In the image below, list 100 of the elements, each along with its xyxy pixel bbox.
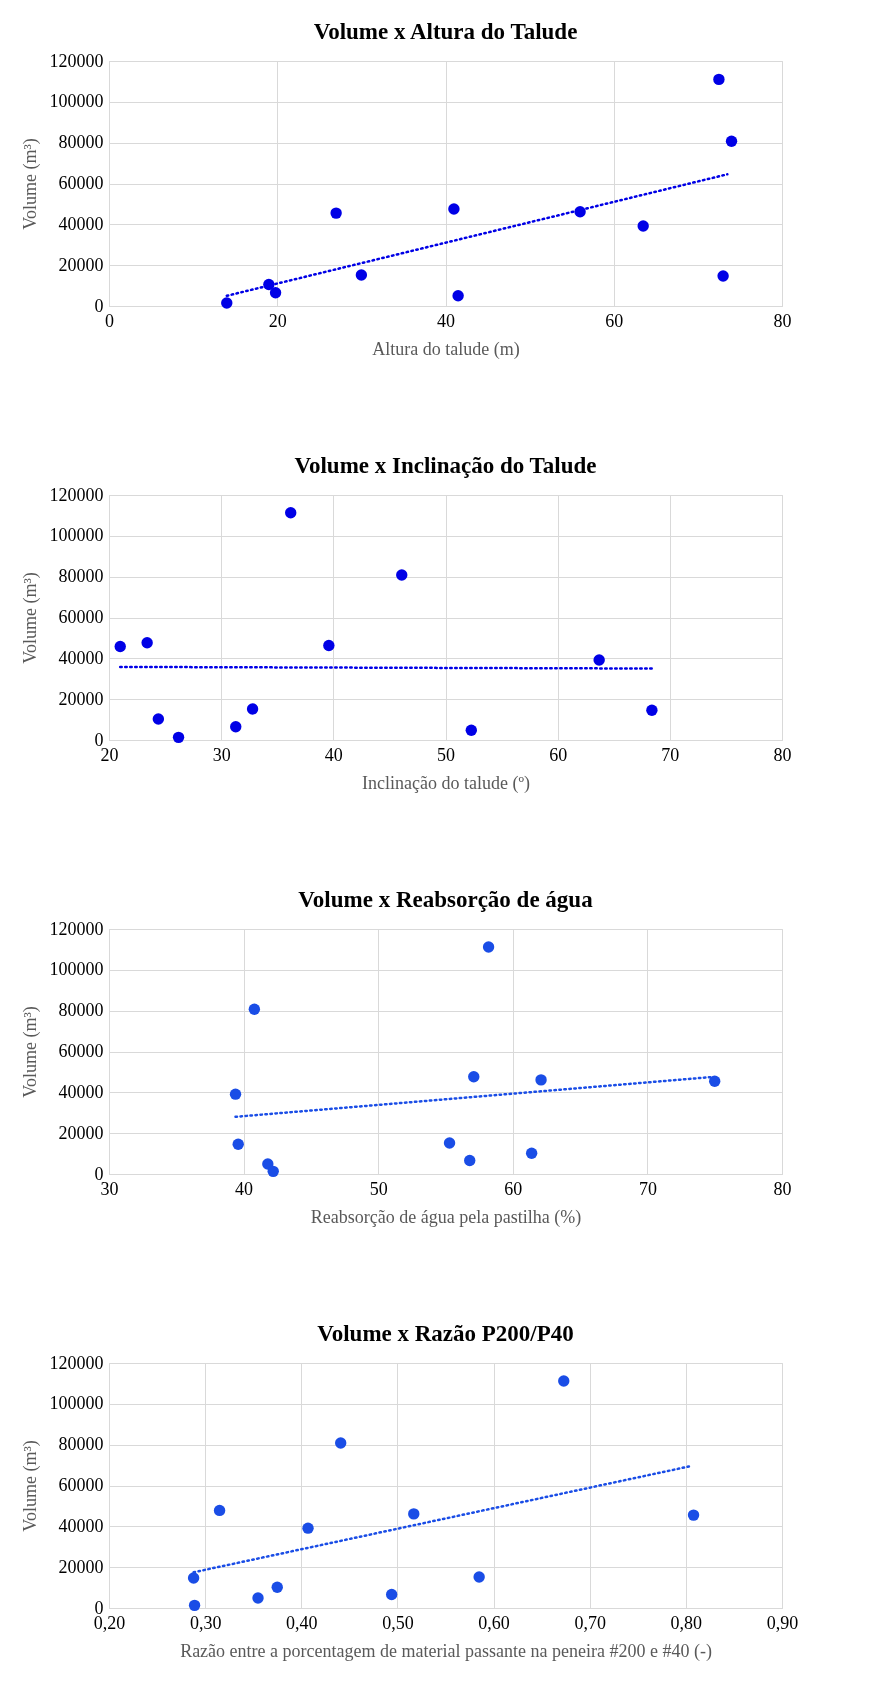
point [535,1074,547,1086]
y-tick-label: 100000 [49,1393,104,1414]
x-tick-label: 50 [369,1178,388,1199]
y-tick-label: 60000 [58,1041,104,1061]
y-tick-label: 40000 [58,213,104,234]
point [187,1572,200,1584]
x-axis-title: Razão entre a porcentagem de material passante na peneira #200 e #40 (-) [180,1640,712,1662]
y-tick-label: 120000 [49,1352,104,1373]
point [443,1137,456,1149]
point [271,1581,283,1593]
point [114,640,126,653]
y-tick-label: 60000 [58,173,104,193]
point [396,569,408,581]
point [335,1437,347,1449]
point [252,1592,264,1604]
point [713,73,725,86]
point [637,220,649,232]
point [725,135,738,147]
y-axis-title: Volume (m³) [19,572,41,664]
point [468,1071,480,1083]
y-tick-label: 60000 [58,607,104,627]
point [717,270,729,282]
y-tick-label: 20000 [58,1556,104,1577]
y-tick-label: 120000 [49,918,104,939]
point [141,637,153,649]
x-tick-label: 80 [773,310,792,331]
x-axis-title: Inclinação do talude (º) [361,772,531,794]
x-tick-label: 0,90 [766,1612,799,1633]
x-tick-label: 80 [773,1178,792,1199]
y-axis-title: Volume (m³) [19,1440,41,1532]
point [248,1003,261,1015]
x-axis-title: Reabsorção de água pela pastilha (%) [310,1206,582,1228]
y-tick-label: 120000 [49,50,104,71]
y-tick-label: 80000 [58,1434,104,1455]
x-tick-label: 70 [661,744,680,765]
point [229,1088,242,1100]
point [267,1165,279,1178]
chart-title: Volume x Inclinação do Talude [294,453,597,478]
y-tick-label: 20000 [58,1122,104,1143]
point [558,1375,570,1387]
point [355,269,368,281]
point [285,507,297,519]
y-axis-title: Volume (m³) [19,138,41,230]
point [452,290,464,302]
y-tick-label: 80000 [58,132,104,153]
x-tick-label: 70 [638,1178,657,1199]
point [465,724,477,736]
chart-title: Volume x Reabsorção de água [298,887,594,912]
y-tick-label: 100000 [49,91,104,112]
x-tick-label: 0,70 [574,1612,606,1633]
point [152,713,165,725]
point [269,287,282,299]
point [448,203,460,215]
x-tick-label: 0,50 [382,1612,414,1633]
x-tick-label: 60 [605,310,624,331]
point [188,1599,201,1612]
point [482,941,495,953]
point [230,721,242,733]
y-tick-label: 80000 [58,566,104,587]
y-tick-label: 0 [94,295,104,316]
point [593,654,605,666]
point [172,731,185,744]
y-tick-label: 40000 [58,647,104,668]
point [385,1588,398,1601]
point [464,1154,476,1167]
x-tick-label: 0,80 [670,1612,703,1633]
point [213,1504,226,1517]
y-tick-label: 120000 [49,484,104,505]
y-tick-label: 60000 [58,1475,104,1495]
x-tick-label: 80 [773,744,792,765]
x-tick-label: 40 [235,1178,254,1199]
point [246,703,259,715]
x-tick-label: 0,30 [189,1612,222,1633]
y-tick-label: 40000 [58,1515,104,1536]
x-tick-label: 50 [437,744,455,765]
point [221,297,233,309]
y-tick-label: 100000 [49,525,104,546]
x-tick-label: 60 [504,1178,523,1199]
chart-title: Volume x Altura do Talude [313,19,578,44]
point [408,1508,420,1520]
point [232,1138,244,1150]
point [302,1522,314,1534]
x-tick-label: 30 [212,744,231,765]
y-axis-title: Volume (m³) [19,1006,41,1098]
x-axis-title: Altura do talude (m) [372,338,520,360]
point [709,1075,721,1087]
x-tick-label: 40 [437,310,455,331]
point [323,639,335,652]
point [525,1147,538,1159]
x-tick-label: 0,40 [286,1612,318,1633]
point [473,1571,485,1583]
y-tick-label: 80000 [58,1000,104,1021]
x-tick-label: 20 [268,310,287,331]
y-tick-label: 100000 [49,959,104,980]
x-tick-label: 0,60 [478,1612,510,1633]
x-tick-label: 40 [324,744,343,765]
y-tick-label: 40000 [58,1081,104,1102]
y-tick-label: 20000 [58,688,104,709]
point [646,704,658,716]
x-tick-label: 60 [549,744,568,765]
